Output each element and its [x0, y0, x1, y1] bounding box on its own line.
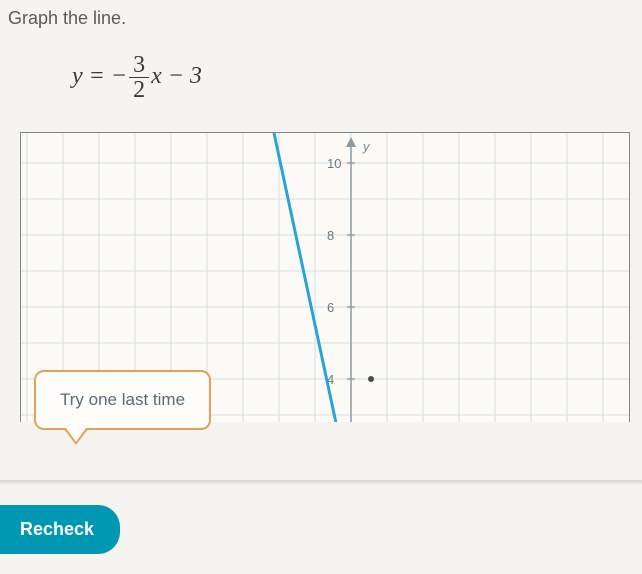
eq-numerator: 3: [129, 53, 149, 78]
eq-minus: −: [162, 63, 190, 89]
hint-tooltip: Try one last time: [34, 370, 211, 430]
tooltip-text: Try one last time: [60, 390, 185, 409]
eq-neg: −: [111, 63, 127, 89]
eq-denominator: 2: [129, 78, 149, 102]
plotted-point[interactable]: [368, 376, 374, 382]
eq-lhs: y: [72, 63, 83, 89]
eq-equals: =: [83, 63, 111, 89]
svg-text:10: 10: [327, 156, 341, 171]
eq-const: 3: [190, 63, 202, 89]
recheck-button[interactable]: Recheck: [0, 505, 120, 554]
instruction-text: Graph the line.: [0, 0, 642, 29]
divider: [0, 480, 642, 484]
svg-text:6: 6: [327, 300, 334, 315]
eq-fraction: 32: [129, 53, 149, 102]
eq-x: x: [151, 63, 162, 89]
svg-text:8: 8: [327, 228, 334, 243]
equation-display: y = −32x − 3: [0, 29, 642, 132]
svg-text:4: 4: [327, 372, 334, 387]
svg-text:y: y: [362, 139, 371, 154]
